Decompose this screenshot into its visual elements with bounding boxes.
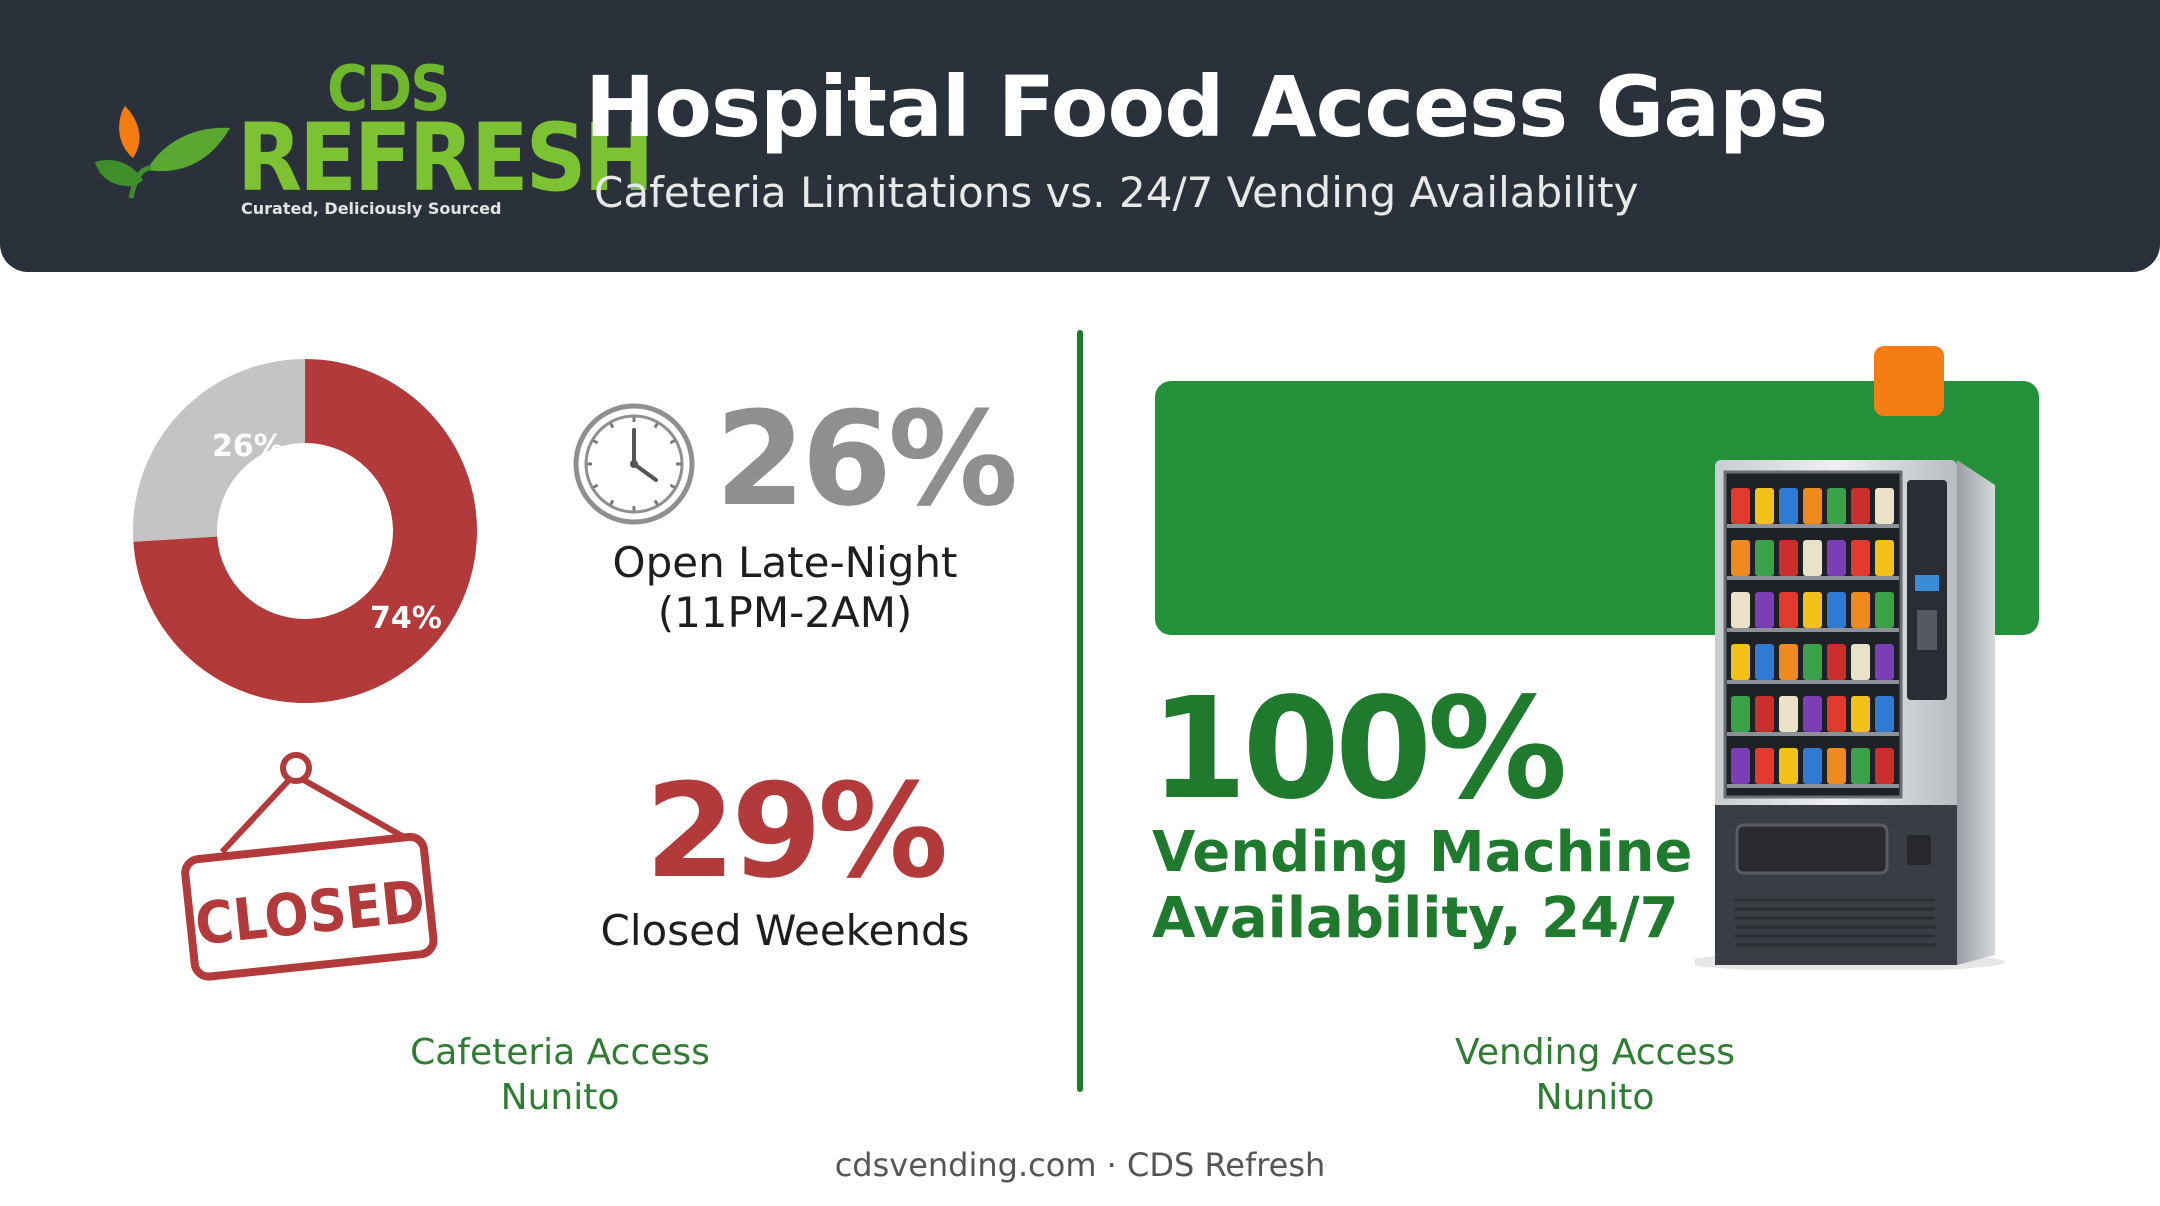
clock-icon xyxy=(573,403,695,525)
cafeteria-caption-line1: Cafeteria Access xyxy=(410,1032,710,1073)
closed-weekends-percent: 29% xyxy=(645,755,948,907)
leaf-logo-icon xyxy=(95,106,230,199)
logo-refresh-text: REFRESH xyxy=(237,104,654,213)
closed-weekends-label: Closed Weekends xyxy=(600,906,970,955)
vending-label-line1: Vending Machine xyxy=(1152,820,1693,885)
donut-label-closed: 74% xyxy=(370,601,442,636)
header-banner xyxy=(0,0,2160,272)
page-subtitle: Cafeteria Limitations vs. 24/7 Vending A… xyxy=(594,168,1639,217)
cafeteria-caption: Cafeteria Access Nunito xyxy=(360,1030,760,1120)
donut-slice-open xyxy=(133,359,305,542)
vending-caption: Vending Access Nunito xyxy=(1395,1030,1795,1120)
logo-tagline: Curated, Deliciously Sourced xyxy=(241,199,502,218)
donut-label-open: 26% xyxy=(212,429,284,464)
donut-slice-closed xyxy=(133,359,477,703)
logo-cds-text: CDS xyxy=(327,52,450,125)
vending-label-line2: Availability, 24/7 xyxy=(1152,886,1679,952)
orange-accent-square xyxy=(1874,346,1944,416)
late-night-label-line1: Open Late-Night xyxy=(612,538,958,587)
cafeteria-donut-chart: 26% 74% xyxy=(133,359,477,703)
footer-text: cdsvending.com · CDS Refresh xyxy=(834,1146,1326,1184)
page-title: Hospital Food Access Gaps xyxy=(585,58,1828,156)
cafeteria-caption-line2: Nunito xyxy=(500,1077,620,1118)
vending-machine-image xyxy=(1695,460,2005,970)
section-divider xyxy=(1077,330,1083,1092)
vending-percent: 100% xyxy=(1150,668,1568,831)
cds-refresh-logo: CDS REFRESH Curated, Deliciously Sourced xyxy=(95,48,654,228)
vending-label: Vending Machine Availability, 24/7 xyxy=(1152,820,1692,952)
closed-sign-icon: CLOSED xyxy=(181,752,438,981)
late-night-label-line2: (11PM-2AM) xyxy=(657,588,913,638)
late-night-label: Open Late-Night (11PM-2AM) xyxy=(560,538,1010,639)
late-night-percent: 26% xyxy=(715,383,1018,535)
vending-caption-line2: Nunito xyxy=(1535,1077,1655,1118)
vending-caption-line1: Vending Access xyxy=(1454,1032,1735,1073)
